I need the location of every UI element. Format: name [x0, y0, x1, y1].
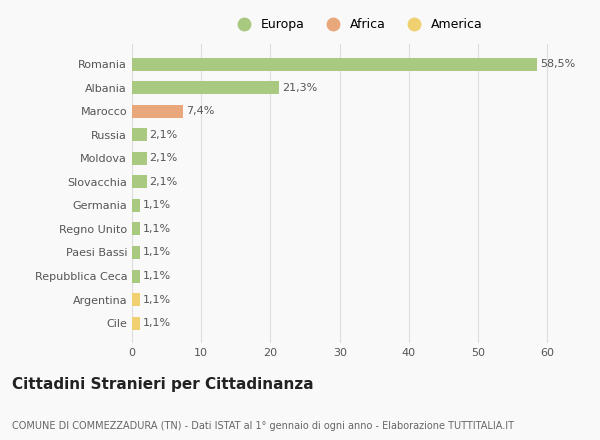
- Legend: Europa, Africa, America: Europa, Africa, America: [227, 15, 487, 35]
- Text: 1,1%: 1,1%: [142, 224, 170, 234]
- Text: 1,1%: 1,1%: [142, 200, 170, 210]
- Text: 1,1%: 1,1%: [142, 318, 170, 328]
- Text: 2,1%: 2,1%: [149, 177, 178, 187]
- Bar: [132, 81, 280, 94]
- Bar: [132, 58, 537, 70]
- Bar: [132, 317, 140, 330]
- Text: 21,3%: 21,3%: [282, 83, 317, 93]
- Text: 2,1%: 2,1%: [149, 130, 178, 140]
- Text: 7,4%: 7,4%: [186, 106, 214, 116]
- Bar: [132, 128, 146, 141]
- Bar: [132, 270, 140, 282]
- Text: 1,1%: 1,1%: [142, 294, 170, 304]
- Bar: [132, 223, 140, 235]
- Bar: [132, 246, 140, 259]
- Bar: [132, 152, 146, 165]
- Text: COMUNE DI COMMEZZADURA (TN) - Dati ISTAT al 1° gennaio di ogni anno - Elaborazio: COMUNE DI COMMEZZADURA (TN) - Dati ISTAT…: [12, 421, 514, 431]
- Text: 1,1%: 1,1%: [142, 271, 170, 281]
- Text: 2,1%: 2,1%: [149, 153, 178, 163]
- Text: 1,1%: 1,1%: [142, 247, 170, 257]
- Text: 58,5%: 58,5%: [540, 59, 575, 69]
- Bar: [132, 199, 140, 212]
- Bar: [132, 176, 146, 188]
- Bar: [132, 105, 183, 117]
- Text: Cittadini Stranieri per Cittadinanza: Cittadini Stranieri per Cittadinanza: [12, 377, 314, 392]
- Bar: [132, 293, 140, 306]
